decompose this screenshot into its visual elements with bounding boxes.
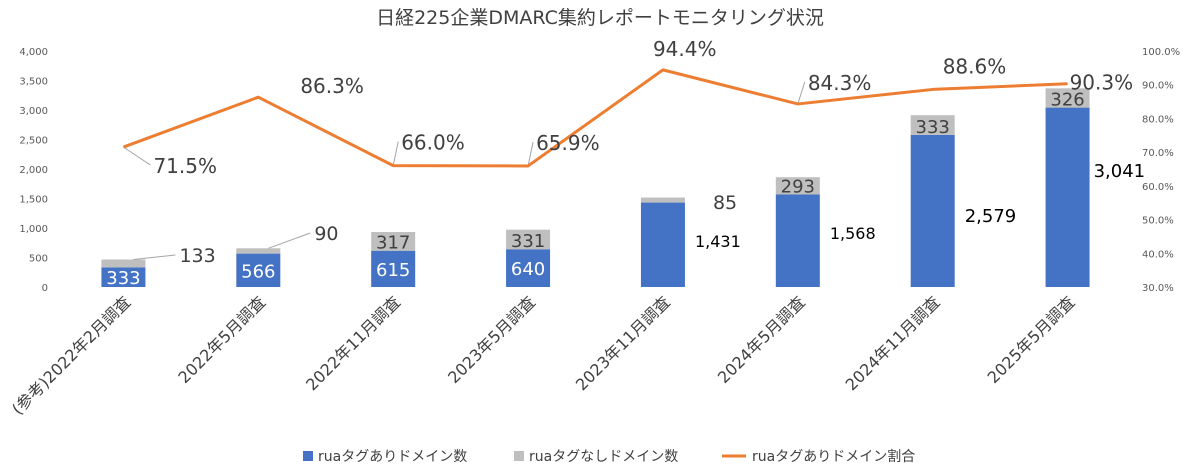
bar-label-rua-no: 331 [511, 231, 545, 252]
ratio-label: 65.9% [536, 131, 600, 155]
legend: ruaタグありドメイン数 ruaタグなしドメイン数 ruaタグありドメイン割合 [303, 448, 915, 465]
bar-label-rua-no: 90 [314, 223, 338, 245]
bar-rua-yes [910, 134, 955, 287]
left-axis: 0 500 1,000 1,500 2,000 2,500 3,000 3,500 4,000 [19, 47, 48, 294]
bar-rua-yes [371, 250, 416, 287]
leader-line [133, 254, 176, 261]
bar-label-rua-no: 133 [179, 245, 215, 267]
bar-rua-no [640, 197, 685, 203]
bar-label-rua-no: 326 [1050, 90, 1084, 111]
x-axis-tick-label: 2023年11月調査 [572, 292, 674, 394]
bar-rua-no [506, 229, 551, 250]
leader-line [123, 146, 151, 166]
bar-rua-no [1045, 88, 1090, 108]
ratio-line: 71.5% 86.3% 66.0% 65.9% 94.4% 84.3% 88.6% 90.3% [122, 37, 1134, 178]
right-axis-tick-label: 30.0% [1142, 283, 1174, 294]
chart-title: 日経225企業DMARC集約レポートモニタリング状況 [376, 7, 824, 29]
x-axis-labels: (参考)2022年2月調査 2022年5月調査 2022年11月調査 2023年5月調… [8, 292, 1078, 418]
left-axis-tick-label: 1,000 [19, 224, 48, 235]
left-axis-tick-label: 1,500 [19, 195, 48, 206]
bar-label-rua-yes: 3,041 [1094, 161, 1146, 182]
bar-rua-yes [775, 194, 820, 287]
bar-labels: 333 133 566 90 615 317 640 331 1,431 85 1,568 293 2,… [106, 90, 1145, 289]
ratio-label: 86.3% [300, 74, 364, 98]
right-axis-tick-label: 90.0% [1142, 81, 1174, 92]
x-axis-tick-label: 2022年5月調査 [174, 292, 269, 387]
ratio-label: 88.6% [943, 54, 1007, 78]
x-axis-tick-label: 2023年5月調査 [444, 292, 539, 387]
bar-rua-no [910, 115, 955, 135]
bar-label-rua-no: 293 [781, 176, 815, 197]
bar-rua-yes [640, 202, 685, 287]
bar-label-rua-yes: 333 [106, 268, 140, 289]
bar-label-rua-no: 85 [713, 192, 737, 214]
leader-line [392, 141, 399, 166]
bar-rua-yes [1045, 107, 1090, 288]
right-axis-tick-label: 50.0% [1142, 216, 1174, 227]
ratio-label: 94.4% [653, 37, 717, 61]
bar-rua-no [775, 177, 820, 195]
ratio-label: 84.3% [808, 71, 872, 95]
bar-rua-yes [506, 249, 551, 287]
x-axis-tick-label: 2024年5月調査 [714, 292, 809, 387]
left-axis-tick-label: 0 [42, 283, 48, 294]
ratio-label: 71.5% [153, 154, 217, 178]
bar-label-rua-yes: 1,431 [695, 232, 741, 251]
legend-swatch-rua-yes [303, 451, 313, 461]
bar-label-rua-yes: 615 [376, 260, 410, 281]
leader-lines [123, 81, 806, 261]
bar-rua-yes [236, 253, 281, 287]
right-axis: 30.0% 40.0% 50.0% 60.0% 70.0% 80.0% 90.0% 100.0… [1142, 47, 1180, 294]
bars [101, 88, 1090, 288]
bar-label-rua-yes: 640 [511, 259, 545, 280]
bar-rua-no [101, 259, 146, 268]
ratio-label: 66.0% [401, 131, 465, 155]
legend-label-ratio: ruaタグありドメイン割合 [752, 448, 915, 465]
bar-label-rua-yes: 1,568 [830, 224, 876, 243]
right-axis-tick-label: 80.0% [1142, 114, 1174, 125]
right-axis-tick-label: 100.0% [1142, 47, 1180, 58]
legend-label-rua-yes: ruaタグありドメイン数 [318, 449, 467, 465]
bar-label-rua-no: 317 [376, 233, 410, 254]
left-axis-tick-label: 2,500 [19, 136, 48, 147]
right-axis-tick-label: 40.0% [1142, 249, 1174, 260]
leader-line [797, 81, 806, 105]
right-axis-tick-label: 70.0% [1142, 148, 1174, 159]
legend-label-rua-no: ruaタグなしドメイン数 [529, 449, 678, 465]
bar-label-rua-no: 333 [916, 117, 950, 138]
left-axis-tick-label: 4,000 [19, 47, 48, 58]
bar-rua-yes [101, 267, 146, 287]
ratio-label: 90.3% [1070, 71, 1134, 95]
ratio-line-path [122, 68, 1068, 168]
leader-line [268, 232, 311, 249]
x-axis-tick-label: (参考)2022年2月調査 [8, 292, 134, 418]
left-axis-tick-label: 500 [29, 254, 48, 265]
x-axis-tick-label: 2025年5月調査 [984, 292, 1079, 387]
right-axis-tick-label: 60.0% [1142, 182, 1174, 193]
left-axis-tick-label: 2,000 [19, 165, 48, 176]
x-axis-tick-label: 2022年11月調査 [302, 292, 404, 394]
bar-label-rua-yes: 2,579 [965, 206, 1017, 227]
left-axis-tick-label: 3,500 [19, 77, 48, 88]
bar-rua-no [236, 248, 281, 254]
bar-label-rua-yes: 566 [241, 261, 275, 282]
leader-line [527, 141, 534, 167]
left-axis-tick-label: 3,000 [19, 106, 48, 117]
bar-rua-no [371, 232, 416, 251]
x-axis-tick-label: 2024年11月調査 [842, 292, 944, 394]
legend-swatch-rua-no [514, 451, 524, 461]
